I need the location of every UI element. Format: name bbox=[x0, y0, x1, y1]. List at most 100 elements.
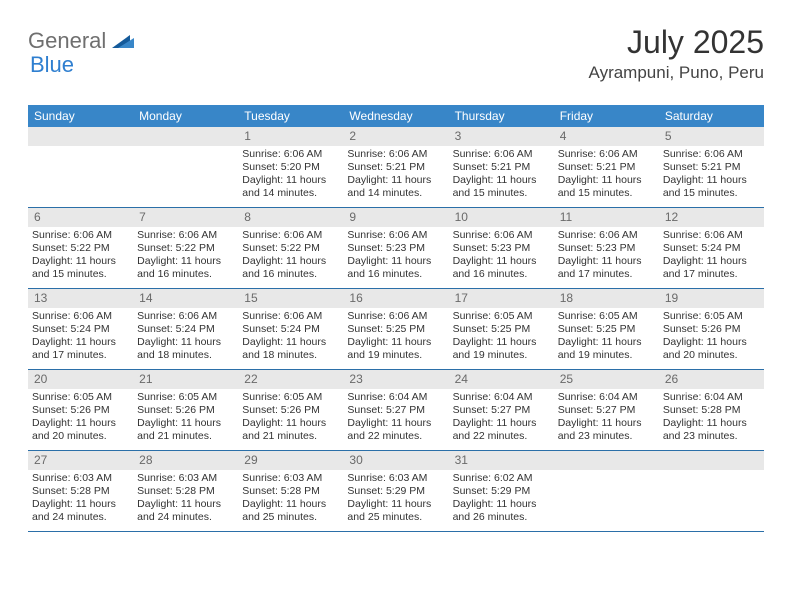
day-line-d2: and 23 minutes. bbox=[663, 430, 760, 443]
day-line-d1: Daylight: 11 hours bbox=[347, 336, 444, 349]
day-line-d1: Daylight: 11 hours bbox=[242, 417, 339, 430]
day-body: Sunrise: 6:06 AMSunset: 5:24 PMDaylight:… bbox=[659, 227, 764, 286]
day-number: 28 bbox=[133, 451, 238, 470]
title-block: July 2025 Ayrampuni, Puno, Peru bbox=[589, 24, 764, 83]
day-body: Sunrise: 6:04 AMSunset: 5:27 PMDaylight:… bbox=[554, 389, 659, 448]
day-number: 26 bbox=[659, 370, 764, 389]
day-cell bbox=[133, 127, 238, 207]
day-line-ss: Sunset: 5:23 PM bbox=[453, 242, 550, 255]
day-body bbox=[659, 470, 764, 530]
day-line-ss: Sunset: 5:22 PM bbox=[32, 242, 129, 255]
day-line-d1: Daylight: 11 hours bbox=[347, 174, 444, 187]
day-line-d1: Daylight: 11 hours bbox=[137, 255, 234, 268]
day-body: Sunrise: 6:06 AMSunset: 5:22 PMDaylight:… bbox=[238, 227, 343, 286]
day-body: Sunrise: 6:05 AMSunset: 5:26 PMDaylight:… bbox=[28, 389, 133, 448]
day-line-ss: Sunset: 5:27 PM bbox=[347, 404, 444, 417]
day-cell: 23Sunrise: 6:04 AMSunset: 5:27 PMDayligh… bbox=[343, 370, 448, 450]
day-cell: 5Sunrise: 6:06 AMSunset: 5:21 PMDaylight… bbox=[659, 127, 764, 207]
day-body: Sunrise: 6:03 AMSunset: 5:28 PMDaylight:… bbox=[28, 470, 133, 529]
day-line-ss: Sunset: 5:21 PM bbox=[347, 161, 444, 174]
week-row: 13 Sunrise: 6:06 AM Sunset: 5:24 PM Dayligh… bbox=[28, 289, 764, 370]
day-line-ss: Sunset: 5:27 PM bbox=[453, 404, 550, 417]
day-line-d2: and 25 minutes. bbox=[242, 511, 339, 524]
day-number: 3 bbox=[449, 127, 554, 146]
day-number: 18 bbox=[554, 289, 659, 308]
day-line-d2: and 21 minutes. bbox=[242, 430, 339, 443]
day-line-sr: Sunrise: 6:04 AM bbox=[663, 391, 760, 404]
day-line-d2: and 15 minutes. bbox=[663, 187, 760, 200]
day-line-sr: Sunrise: 6:06 AM bbox=[663, 148, 760, 161]
day-line-d2: and 17 minutes. bbox=[32, 349, 129, 362]
calendar-page: General July 2025 Ayrampuni, Puno, Peru … bbox=[0, 0, 792, 544]
day-cell: 21Sunrise: 6:05 AMSunset: 5:26 PMDayligh… bbox=[133, 370, 238, 450]
day-line-ss: Sunset: 5:20 PM bbox=[242, 161, 339, 174]
day-body: Sunrise: 6:06 AMSunset: 5:20 PMDaylight:… bbox=[238, 146, 343, 205]
day-cell: 17Sunrise: 6:05 AMSunset: 5:25 PMDayligh… bbox=[449, 289, 554, 369]
day-line-sr: Sunrise: 6:06 AM bbox=[242, 229, 339, 242]
day-line-d2: and 16 minutes. bbox=[347, 268, 444, 281]
day-cell: 10Sunrise: 6:06 AMSunset: 5:23 PMDayligh… bbox=[449, 208, 554, 288]
week-row: 27Sunrise: 6:03 AMSunset: 5:28 PMDayligh… bbox=[28, 451, 764, 532]
day-cell: 9Sunrise: 6:06 AMSunset: 5:23 PMDaylight… bbox=[343, 208, 448, 288]
logo-text-blue: Blue bbox=[30, 52, 74, 77]
day-line-d2: and 19 minutes. bbox=[558, 349, 655, 362]
day-line-d2: and 21 minutes. bbox=[137, 430, 234, 443]
day-line-sr: Sunrise: 6:05 AM bbox=[32, 391, 129, 404]
day-cell: 30Sunrise: 6:03 AMSunset: 5:29 PMDayligh… bbox=[343, 451, 448, 531]
day-body: Sunrise: 6:03 AMSunset: 5:28 PMDaylight:… bbox=[133, 470, 238, 529]
day-line-d2: and 14 minutes. bbox=[242, 187, 339, 200]
day-line-ss: Sunset: 5:29 PM bbox=[453, 485, 550, 498]
day-number: 14 bbox=[133, 289, 238, 308]
day-body: Sunrise: 6:06 AMSunset: 5:23 PMDaylight:… bbox=[554, 227, 659, 286]
day-cell: 20Sunrise: 6:05 AMSunset: 5:26 PMDayligh… bbox=[28, 370, 133, 450]
day-body bbox=[133, 146, 238, 206]
day-cell: 7Sunrise: 6:06 AMSunset: 5:22 PMDaylight… bbox=[133, 208, 238, 288]
day-line-ss: Sunset: 5:21 PM bbox=[663, 161, 760, 174]
day-line-ss: Sunset: 5:28 PM bbox=[137, 485, 234, 498]
day-line-ss: Sunset: 5:24 PM bbox=[32, 323, 129, 336]
day-cell: 1Sunrise: 6:06 AMSunset: 5:20 PMDaylight… bbox=[238, 127, 343, 207]
day-cell: 27Sunrise: 6:03 AMSunset: 5:28 PMDayligh… bbox=[28, 451, 133, 531]
day-line-sr: Sunrise: 6:03 AM bbox=[32, 472, 129, 485]
day-line-ss: Sunset: 5:28 PM bbox=[663, 404, 760, 417]
day-line-sr: Sunrise: 6:04 AM bbox=[558, 391, 655, 404]
day-cell: 26Sunrise: 6:04 AMSunset: 5:28 PMDayligh… bbox=[659, 370, 764, 450]
day-line-ss: Sunset: 5:23 PM bbox=[347, 242, 444, 255]
day-number: 6 bbox=[28, 208, 133, 227]
day-line-sr: Sunrise: 6:06 AM bbox=[453, 148, 550, 161]
day-cell: 25Sunrise: 6:04 AMSunset: 5:27 PMDayligh… bbox=[554, 370, 659, 450]
day-line-d2: and 26 minutes. bbox=[453, 511, 550, 524]
day-line-ss: Sunset: 5:29 PM bbox=[347, 485, 444, 498]
day-cell: 14Sunrise: 6:06 AMSunset: 5:24 PMDayligh… bbox=[133, 289, 238, 369]
day-cell bbox=[28, 127, 133, 207]
day-cell: 31Sunrise: 6:02 AMSunset: 5:29 PMDayligh… bbox=[449, 451, 554, 531]
day-number: 29 bbox=[238, 451, 343, 470]
day-line-ss: Sunset: 5:21 PM bbox=[453, 161, 550, 174]
day-body: Sunrise: 6:05 AMSunset: 5:25 PMDaylight:… bbox=[554, 308, 659, 367]
day-line-d2: and 19 minutes. bbox=[453, 349, 550, 362]
day-number: 13 bbox=[28, 289, 133, 308]
day-line-d2: and 24 minutes. bbox=[137, 511, 234, 524]
day-number: 12 bbox=[659, 208, 764, 227]
day-of-week-row: SundayMondayTuesdayWednesdayThursdayFrid… bbox=[28, 105, 764, 127]
day-line-ss: Sunset: 5:26 PM bbox=[32, 404, 129, 417]
day-body bbox=[28, 146, 133, 206]
day-line-sr: Sunrise: 6:05 AM bbox=[663, 310, 760, 323]
day-line-d1: Daylight: 11 hours bbox=[347, 498, 444, 511]
day-line-d2: and 22 minutes. bbox=[453, 430, 550, 443]
day-line-sr: Sunrise: 6:05 AM bbox=[453, 310, 550, 323]
dow-cell: Monday bbox=[133, 105, 238, 127]
day-line-d1: Daylight: 11 hours bbox=[137, 417, 234, 430]
day-line-sr: Sunrise: 6:06 AM bbox=[137, 310, 234, 323]
day-line-d1: Daylight: 11 hours bbox=[242, 255, 339, 268]
day-line-ss: Sunset: 5:22 PM bbox=[137, 242, 234, 255]
day-line-sr: Sunrise: 6:04 AM bbox=[453, 391, 550, 404]
day-line-ss: Sunset: 5:25 PM bbox=[347, 323, 444, 336]
day-number: 5 bbox=[659, 127, 764, 146]
dow-cell: Saturday bbox=[659, 105, 764, 127]
logo: General bbox=[28, 24, 136, 54]
day-body: Sunrise: 6:06 AMSunset: 5:23 PMDaylight:… bbox=[449, 227, 554, 286]
day-body: Sunrise: 6:06 AMSunset: 5:21 PMDaylight:… bbox=[554, 146, 659, 205]
day-number: 11 bbox=[554, 208, 659, 227]
day-line-ss: Sunset: 5:25 PM bbox=[453, 323, 550, 336]
